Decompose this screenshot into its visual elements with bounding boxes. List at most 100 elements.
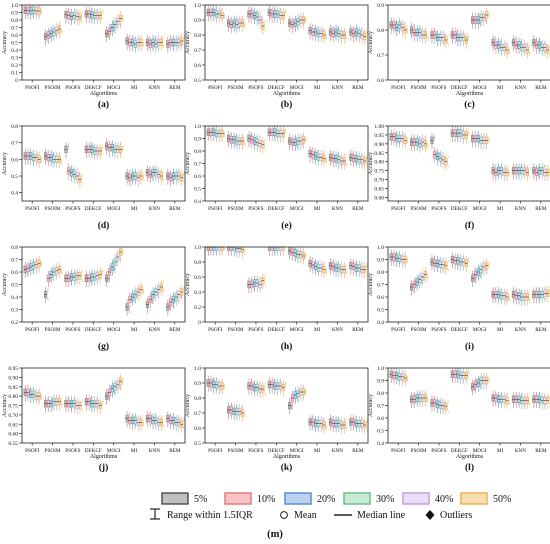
data-point	[406, 377, 409, 379]
x-tick-label: KNN	[149, 85, 160, 91]
data-point	[433, 138, 435, 140]
data-point	[61, 164, 63, 166]
y-tick-label: 0.70	[8, 413, 18, 419]
y-tick-label: 0.8	[194, 33, 201, 39]
x-tick-label: PSOFI	[25, 85, 39, 91]
data-point	[244, 143, 246, 145]
x-tick-label: DEKCF	[451, 448, 468, 454]
data-point	[102, 399, 104, 401]
data-point	[406, 260, 409, 262]
data-point	[122, 381, 124, 384]
x-tick-label: PSOFS	[431, 327, 446, 333]
data-point	[305, 136, 307, 138]
data-point	[529, 291, 531, 293]
data-point	[346, 273, 348, 275]
data-point	[447, 155, 449, 157]
data-point	[102, 12, 104, 14]
x-tick-label: REM	[535, 448, 547, 454]
data-point	[500, 39, 502, 41]
data-point	[508, 50, 510, 52]
data-point	[183, 171, 185, 173]
y-tick-label: 0.9	[194, 18, 201, 24]
x-tick-label: PSOFS	[248, 448, 263, 454]
data-point	[142, 421, 144, 423]
data-point	[81, 20, 83, 22]
y-tick-label: 0.7	[377, 53, 384, 59]
y-tick-label: 0.7	[194, 411, 201, 417]
x-tick-label: PSOFS	[431, 448, 446, 454]
y-tick-label: 0.95	[374, 133, 384, 139]
data-point	[81, 279, 83, 281]
y-tick-label: 0.5	[377, 429, 384, 435]
data-point	[508, 399, 510, 402]
x-tick-label: KNN	[515, 327, 526, 333]
data-point	[122, 251, 124, 253]
data-point	[67, 147, 69, 149]
data-point	[142, 43, 144, 45]
x-tick-label: MOGI	[473, 327, 487, 333]
data-point	[61, 402, 63, 404]
data-point	[81, 173, 83, 175]
data-point	[427, 398, 429, 400]
y-tick-label: 0.70	[374, 178, 384, 184]
chart-panel-k: 0.5 0.6 0.7 0.8 0.9 1.0 PSOFI PSOIM PSOFS DEKCF MO…	[185, 366, 369, 473]
y-tick-label: 0.9	[377, 379, 384, 385]
y-tick-label: 0.80	[374, 160, 384, 166]
x-tick-label: PSOFI	[25, 327, 39, 333]
data-point	[447, 400, 449, 402]
data-point	[346, 165, 348, 167]
data-point	[81, 174, 83, 176]
y-tick-label: 0.6	[11, 33, 18, 39]
data-point	[102, 149, 104, 151]
x-tick-label: KNN	[515, 85, 526, 91]
y-tick-label: 0.8	[11, 245, 18, 251]
x-tick-label: REM	[535, 327, 547, 333]
data-point	[468, 373, 470, 375]
panel-letter-b: (b)	[281, 99, 293, 110]
data-point	[47, 289, 49, 292]
x-tick-label: PSOFI	[208, 327, 222, 333]
y-tick-label: 0.8	[194, 260, 201, 266]
data-point	[305, 390, 307, 392]
legend-median-label: Median line	[357, 510, 406, 521]
x-tick-label: PSOIM	[45, 206, 61, 212]
data-point	[447, 261, 449, 263]
data-point	[81, 184, 83, 186]
x-tick-label: REM	[352, 327, 364, 333]
x-tick-label: PSOIM	[411, 206, 427, 212]
y-tick-label: 0.3	[11, 56, 18, 62]
data-point	[40, 161, 43, 163]
x-tick-label: REM	[352, 85, 364, 91]
data-point	[223, 132, 226, 135]
box-50%-PSOFI	[220, 246, 224, 251]
data-point	[508, 404, 510, 406]
data-point	[325, 270, 327, 272]
y-tick-label: 1.0	[194, 124, 201, 130]
data-point	[102, 271, 104, 273]
data-point	[122, 15, 124, 17]
data-point	[325, 268, 327, 271]
data-point	[508, 300, 510, 302]
panel-letter-a: (a)	[98, 99, 109, 110]
data-point	[40, 265, 43, 267]
data-point	[285, 130, 287, 132]
chart-panel-g: 0.2 0.3 0.4 0.5 0.6 0.7 0.8 PSOFI PSOIM PSOFS DEKC…	[2, 245, 186, 352]
data-point	[325, 157, 327, 160]
data-point	[244, 254, 246, 256]
data-point	[529, 301, 531, 303]
y-axis-label: Accuracy	[2, 273, 8, 296]
data-point	[183, 287, 185, 289]
data-point	[346, 37, 348, 39]
legend-label-10: 10%	[257, 494, 275, 505]
data-point	[119, 261, 121, 263]
data-point	[183, 45, 185, 47]
y-tick-label: 0.8	[377, 270, 384, 276]
data-point	[163, 178, 165, 180]
data-point	[305, 137, 307, 139]
data-point	[346, 427, 348, 429]
y-tick-label: 0.8	[11, 124, 18, 130]
data-point	[447, 44, 449, 46]
data-point	[406, 142, 409, 144]
data-point	[529, 52, 531, 54]
data-point	[406, 261, 409, 263]
